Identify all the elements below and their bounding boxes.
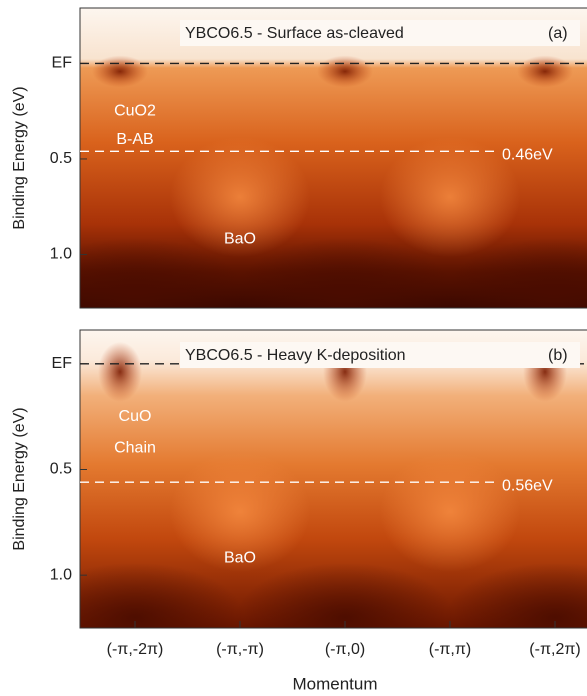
x-tick-label: (-π,-π) <box>216 641 264 658</box>
y-axis-label: Binding Energy (eV) <box>11 86 28 229</box>
fermi-spot <box>317 55 373 88</box>
x-tick-label: (-π,-2π) <box>107 641 164 658</box>
band-dark <box>235 237 455 308</box>
y-tick-label: 1.0 <box>50 246 72 263</box>
panel-title: YBCO6.5 - Heavy K-deposition <box>185 347 406 364</box>
title-bg <box>180 20 580 46</box>
y-tick-label: 0.5 <box>50 461 72 478</box>
fermi-spot <box>98 341 142 402</box>
band-dark <box>80 237 245 308</box>
panel-label: (b) <box>548 347 568 364</box>
y-axis-label: Binding Energy (eV) <box>11 407 28 550</box>
x-tick-label: (-π,2π) <box>529 641 580 658</box>
y-tick-label: 1.0 <box>50 566 72 583</box>
band-dark <box>235 562 455 628</box>
annotation: CuO2 <box>114 102 156 119</box>
band-dark <box>80 562 245 628</box>
band-dome <box>380 451 520 572</box>
intensity-map <box>80 8 587 308</box>
band-dome <box>170 137 310 258</box>
y-tick-label: EF <box>52 355 73 372</box>
panel-title: YBCO6.5 - Surface as-cleaved <box>185 25 404 42</box>
intensity-map <box>80 330 587 628</box>
annotation: BaO <box>224 230 256 247</box>
y-tick-label: EF <box>52 55 73 72</box>
annotation: CuO <box>119 408 152 425</box>
annotation: BaO <box>224 549 256 566</box>
x-tick-label: (-π,0) <box>325 641 365 658</box>
x-axis-label: Momentum <box>292 674 377 693</box>
x-tick-label: (-π,π) <box>429 641 472 658</box>
panel-label: (a) <box>548 25 568 42</box>
marker-label: 0.46eV <box>502 147 553 164</box>
y-tick-label: 0.5 <box>50 150 72 167</box>
frame <box>79 7 587 309</box>
fermi-spot <box>92 55 148 88</box>
band-dark <box>445 237 587 308</box>
title-bg <box>180 342 580 368</box>
frame <box>79 329 587 629</box>
marker-label: 0.56eV <box>502 477 553 494</box>
annotation: B-AB <box>116 131 153 148</box>
band-dark <box>445 562 587 628</box>
annotation: Chain <box>114 440 156 457</box>
fermi-spot <box>517 55 573 88</box>
band-dome <box>380 137 520 258</box>
